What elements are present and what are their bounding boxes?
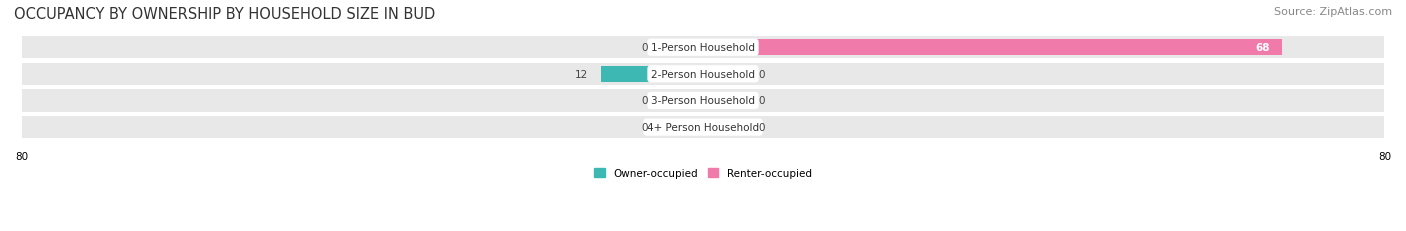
Text: 0: 0 <box>641 43 648 53</box>
Text: 12: 12 <box>575 70 588 79</box>
Bar <box>703 66 745 83</box>
Bar <box>21 37 1385 59</box>
Bar <box>703 93 745 109</box>
Bar <box>600 66 703 83</box>
Text: 4+ Person Household: 4+ Person Household <box>647 123 759 133</box>
Text: 3-Person Household: 3-Person Household <box>651 96 755 106</box>
Bar <box>21 90 1385 112</box>
Text: OCCUPANCY BY OWNERSHIP BY HOUSEHOLD SIZE IN BUD: OCCUPANCY BY OWNERSHIP BY HOUSEHOLD SIZE… <box>14 7 436 22</box>
Bar <box>661 40 703 56</box>
Text: 2-Person Household: 2-Person Household <box>651 70 755 79</box>
Text: 0: 0 <box>641 96 648 106</box>
Bar <box>703 40 1282 56</box>
Bar <box>21 63 1385 86</box>
Text: 0: 0 <box>758 70 765 79</box>
Text: Source: ZipAtlas.com: Source: ZipAtlas.com <box>1274 7 1392 17</box>
Text: 0: 0 <box>758 123 765 133</box>
Legend: Owner-occupied, Renter-occupied: Owner-occupied, Renter-occupied <box>595 168 811 178</box>
Bar <box>21 116 1385 139</box>
Text: 1-Person Household: 1-Person Household <box>651 43 755 53</box>
Bar <box>661 93 703 109</box>
Text: 68: 68 <box>1256 43 1270 53</box>
Bar <box>661 119 703 136</box>
Bar <box>703 119 745 136</box>
Text: 0: 0 <box>641 123 648 133</box>
Text: 0: 0 <box>758 96 765 106</box>
